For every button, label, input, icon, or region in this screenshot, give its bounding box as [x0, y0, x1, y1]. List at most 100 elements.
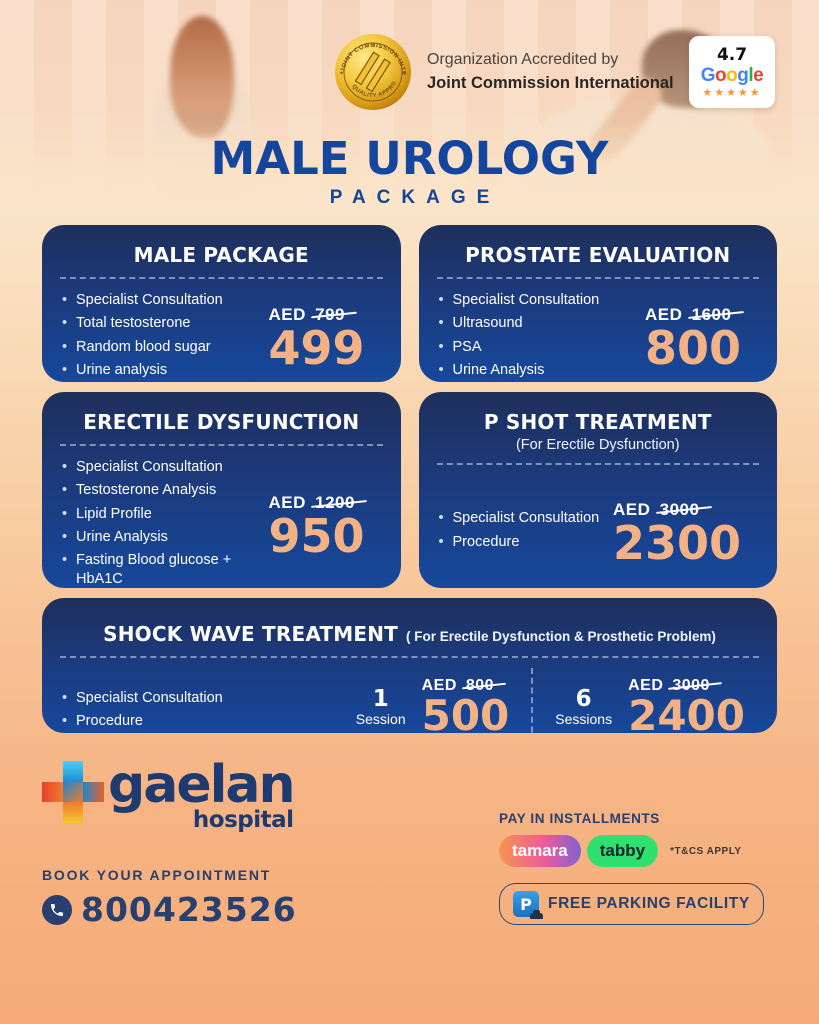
current-price: 500 [421, 690, 510, 733]
appointment-block: BOOK YOUR APPOINTMENT 800423526 [42, 867, 462, 929]
card-title: SHOCK WAVE TREATMENT [103, 622, 399, 646]
hospital-logo: gaelan hospital [42, 759, 462, 833]
card-items-list: Specialist Consultation Testosterone Ana… [60, 458, 268, 588]
old-price: 3000 [672, 676, 710, 694]
phone-number: 800423526 [81, 890, 297, 929]
price-block: AED 800 500 [422, 677, 510, 733]
currency-label: AED [268, 305, 306, 325]
accreditation-row: JOINT COMMISSION INTERNATIONAL QUALITY A… [0, 0, 819, 112]
google-rating-badge: 4.7 Google ★★★★★ [689, 36, 775, 108]
currency-label: AED [644, 305, 683, 325]
accreditation-line2: Joint Commission International [427, 73, 674, 92]
title-block: MALE UROLOGY PACKAGE [0, 136, 819, 209]
list-item: Specialist Consultation [437, 291, 645, 311]
list-item: Specialist Consultation [60, 458, 268, 478]
dashed-divider [436, 277, 759, 279]
tabby-logo-badge: tabby [586, 835, 659, 867]
list-item: Urine Analysis [437, 361, 645, 381]
phone-icon [42, 894, 72, 925]
current-price: 2300 [612, 516, 741, 571]
free-parking-badge: P FREE PARKING FACILITY [499, 883, 764, 925]
session-unit: Session [355, 710, 406, 727]
list-item: Random blood sugar [60, 338, 268, 358]
session-option-1: 1 Session AED 800 500 [356, 677, 509, 733]
list-item: PSA [437, 338, 645, 358]
card-items-list: Specialist Consultation Procedure [437, 509, 613, 556]
session-count: 1 [372, 685, 389, 712]
svg-text:✦: ✦ [339, 70, 344, 77]
currency-label: AED [612, 500, 651, 520]
page-title: MALE UROLOGY [210, 132, 609, 185]
header-photo [0, 0, 819, 205]
package-cards-grid: MALE PACKAGE Specialist Consultation Tot… [42, 225, 777, 733]
card-items-list: Specialist Consultation Ultrasound PSA U… [437, 291, 645, 382]
card-title: P SHOT TREATMENT [483, 410, 712, 434]
card-title: MALE PACKAGE [133, 243, 309, 267]
vertical-dashed-divider [531, 668, 534, 733]
gaelan-plus-icon [42, 761, 104, 823]
currency-label: AED [421, 676, 457, 694]
current-price: 950 [268, 509, 365, 564]
parking-icon: P [513, 891, 543, 919]
appointment-label: BOOK YOUR APPOINTMENT [42, 867, 272, 883]
card-title: ERECTILE DYSFUNCTION [83, 410, 360, 434]
page-subtitle: PACKAGE [329, 187, 501, 208]
current-price: 800 [644, 321, 741, 376]
list-item: Procedure [60, 712, 275, 732]
dashed-divider [60, 444, 383, 446]
dashed-divider [60, 656, 759, 658]
card-p-shot-treatment: P SHOT TREATMENT (For Erectile Dysfuncti… [418, 392, 777, 588]
tamara-logo-badge: tamara [499, 835, 581, 867]
svg-text:✦: ✦ [402, 70, 407, 77]
jci-gold-seal-icon: JOINT COMMISSION INTERNATIONAL QUALITY A… [333, 32, 411, 110]
card-subtitle: (For Erectile Dysfunction) [515, 437, 680, 453]
list-item: Testosterone Analysis [60, 481, 268, 501]
google-rating-value: 4.7 [716, 45, 748, 65]
logo-name: gaelan [108, 755, 296, 815]
accreditation-line1: Organization Accredited by [427, 51, 619, 69]
card-title: PROSTATE EVALUATION [465, 243, 731, 267]
price-block: AED 1200 950 [268, 493, 364, 560]
current-price: 2400 [628, 690, 745, 733]
old-price: 1200 [315, 493, 355, 513]
list-item: Lipid Profile [60, 505, 268, 525]
current-price: 499 [268, 321, 365, 376]
card-erectile-dysfunction: ERECTILE DYSFUNCTION Specialist Consulta… [42, 392, 401, 588]
installments-label: PAY IN INSTALLMENTS [499, 811, 660, 826]
list-item: Specialist Consultation [60, 689, 275, 709]
list-item: Total testosterone [60, 314, 268, 334]
card-items-list: Specialist Consultation Total testostero… [60, 291, 268, 382]
card-male-package: MALE PACKAGE Specialist Consultation Tot… [42, 225, 401, 382]
old-price: 3000 [659, 500, 700, 520]
list-item: Urine analysis [60, 361, 268, 381]
old-price: 799 [315, 305, 345, 325]
old-price: 1600 [691, 305, 732, 325]
photo-fade-overlay [0, 0, 819, 205]
currency-label: AED [268, 493, 306, 513]
card-prostate-evaluation: PROSTATE EVALUATION Specialist Consultat… [418, 225, 777, 382]
footer: gaelan hospital BOOK YOUR APPOINTMENT 80… [42, 759, 777, 929]
price-block: AED 3000 2400 [628, 677, 745, 733]
list-item: Fasting Blood glucose + HbA1C [60, 551, 268, 588]
price-block: AED 1600 800 [645, 305, 741, 372]
list-item: Specialist Consultation [437, 509, 613, 529]
car-icon [530, 910, 543, 919]
session-count: 6 [575, 685, 592, 712]
session-unit: Sessions [555, 710, 613, 727]
parking-label: FREE PARKING FACILITY [548, 895, 750, 912]
currency-label: AED [628, 676, 664, 694]
logo-subname: hospital [192, 807, 294, 833]
google-logo: Google [700, 65, 764, 86]
price-block: AED 3000 2300 [613, 500, 741, 567]
session-option-6: 6 Sessions AED 3000 2400 [555, 677, 745, 733]
dashed-divider [60, 277, 383, 279]
dashed-divider [436, 463, 759, 465]
terms-note: *T&CS APPLY [670, 845, 742, 857]
list-item: Urine Analysis [60, 528, 268, 548]
old-price: 800 [465, 676, 495, 694]
price-block: AED 799 499 [268, 305, 364, 372]
star-rating-icons: ★★★★★ [702, 87, 762, 99]
list-item: Procedure [437, 533, 613, 553]
list-item: Specialist Consultation [60, 291, 268, 311]
card-shock-wave-treatment: SHOCK WAVE TREATMENT ( For Erectile Dysf… [42, 598, 777, 733]
